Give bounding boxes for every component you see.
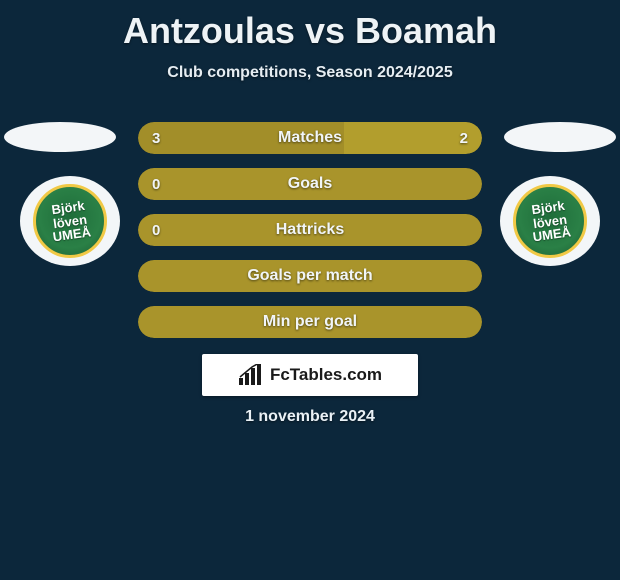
page-title: Antzoulas vs Boamah xyxy=(0,0,620,52)
left-team-badge: Björk löven UMEÅ xyxy=(20,176,120,266)
bar-fill-left xyxy=(138,214,482,246)
left-player-ellipse xyxy=(4,122,116,152)
bar-fill-left xyxy=(138,168,482,200)
stat-bar: Goals per match xyxy=(138,260,482,292)
badge-shield-icon: Björk löven UMEÅ xyxy=(513,184,587,258)
left-team-badge-text: Björk löven UMEÅ xyxy=(33,196,106,246)
page-subtitle: Club competitions, Season 2024/2025 xyxy=(0,64,620,82)
bar-fill-right xyxy=(344,122,482,154)
footer-date: 1 november 2024 xyxy=(0,408,620,426)
badge-shield-icon: Björk löven UMEÅ xyxy=(33,184,107,258)
right-team-badge: Björk löven UMEÅ xyxy=(500,176,600,266)
right-team-badge-text: Björk löven UMEÅ xyxy=(513,196,586,246)
branding-box: FcTables.com xyxy=(202,354,418,396)
bar-fill-left xyxy=(138,260,482,292)
branding-text: FcTables.com xyxy=(270,365,382,385)
stat-bar: Min per goal xyxy=(138,306,482,338)
bar-fill-left xyxy=(138,122,344,154)
bar-fill-left xyxy=(138,306,482,338)
stat-bar: Hattricks0 xyxy=(138,214,482,246)
bar-chart-icon xyxy=(238,364,264,386)
stats-bars: Matches32 Goals0 Hattricks0 Goals per match… xyxy=(138,122,482,338)
right-player-ellipse xyxy=(504,122,616,152)
stat-bar: Goals0 xyxy=(138,168,482,200)
stat-bar: Matches32 xyxy=(138,122,482,154)
